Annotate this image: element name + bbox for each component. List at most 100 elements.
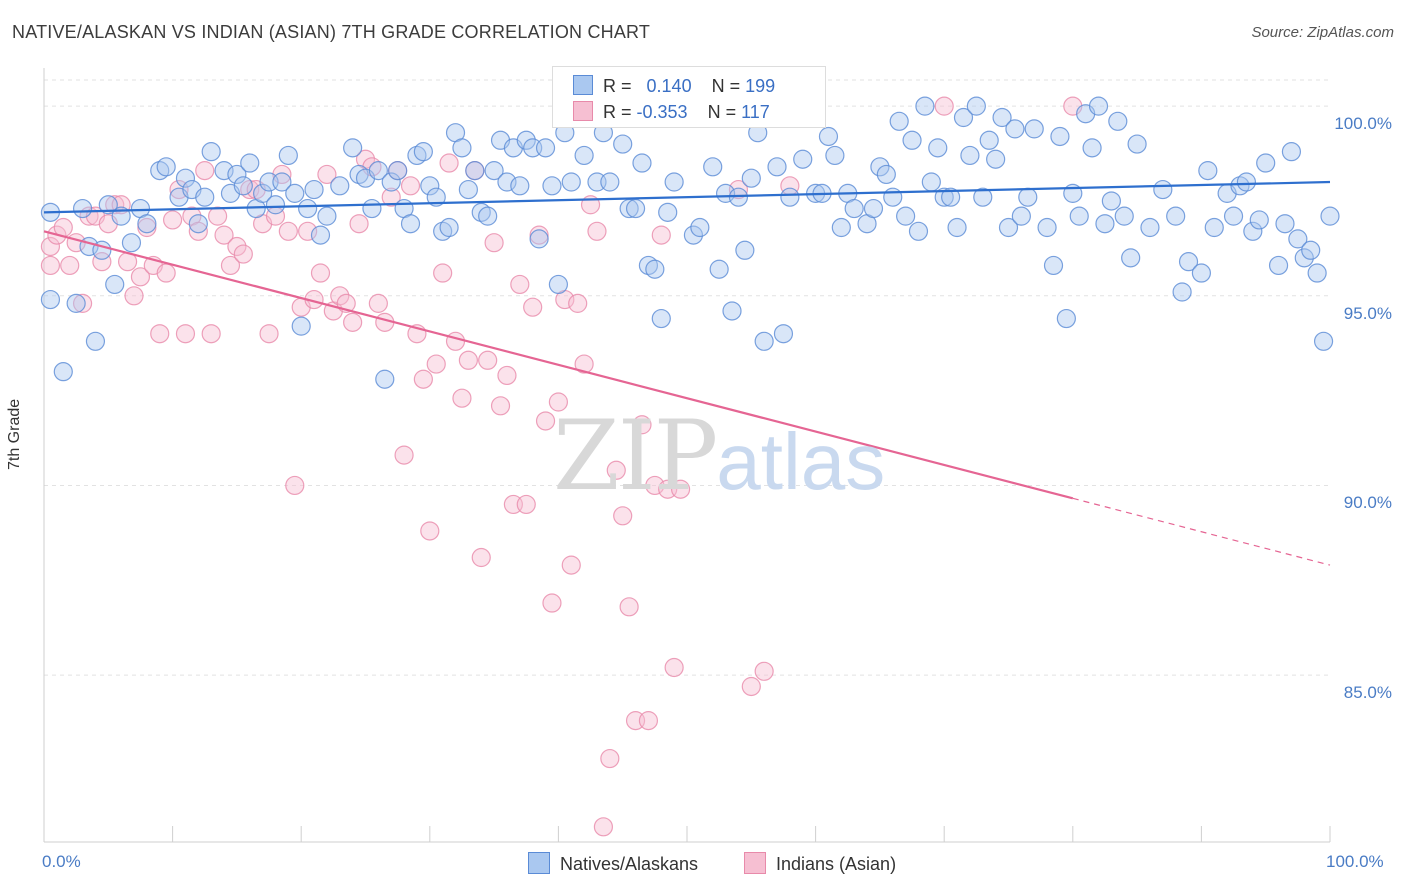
indians-point (163, 210, 183, 230)
indians-point (484, 233, 504, 253)
natives-point (928, 138, 948, 158)
natives-point (1178, 252, 1199, 272)
indians-point (227, 236, 247, 257)
legend-item-indians[interactable]: Indians (Asian) (744, 852, 896, 875)
axis-layer (43, 68, 1331, 843)
indians-point (471, 547, 491, 568)
natives-point (908, 221, 929, 241)
natives-swatch (573, 75, 593, 95)
indians-point (413, 369, 433, 389)
natives-point (330, 176, 350, 196)
natives-point (645, 259, 665, 279)
indians-point (343, 312, 363, 332)
indians-point (445, 331, 466, 351)
natives-point (966, 96, 986, 116)
natives-point (1249, 210, 1269, 230)
indians-point (72, 293, 93, 313)
r-label: R = (603, 102, 632, 122)
natives-point (1288, 229, 1308, 249)
natives-point (175, 168, 196, 188)
natives-point (195, 187, 215, 207)
indians-point (728, 179, 749, 200)
stats-row-natives: R = 0.140 N = 199 (573, 75, 775, 99)
natives-point (973, 187, 993, 207)
indians-point (60, 255, 80, 276)
indians-point (645, 475, 665, 496)
natives-point (941, 187, 961, 207)
indians-point (214, 225, 234, 245)
natives-point (458, 179, 478, 200)
natives-point (818, 126, 839, 147)
watermark-zip: ZIP (553, 400, 718, 512)
indians-point (400, 176, 421, 196)
natives-point (304, 179, 324, 200)
indians-point (561, 555, 581, 575)
indians-point (548, 392, 569, 412)
natives-point (375, 369, 395, 389)
natives-point (651, 308, 671, 329)
indians-swatch (573, 101, 593, 121)
indians-point (741, 676, 761, 697)
natives-point (1281, 142, 1302, 162)
natives-point (625, 198, 646, 219)
natives-point (876, 164, 896, 185)
natives-point (735, 240, 755, 260)
natives-point (362, 198, 382, 219)
indians-trend-line (43, 230, 1074, 500)
indians-point (593, 817, 614, 837)
r-label: R = (603, 76, 632, 96)
natives-point (381, 172, 401, 192)
natives-point (703, 157, 723, 177)
natives-point (1114, 206, 1134, 226)
natives-point (690, 217, 710, 238)
natives-point (214, 161, 234, 181)
natives-point (535, 138, 556, 158)
natives-point (1069, 206, 1089, 226)
natives-point (253, 183, 273, 203)
natives-point (883, 187, 903, 207)
natives-point (683, 225, 704, 245)
natives-point (831, 217, 851, 238)
natives-point (510, 176, 530, 196)
indians-point (478, 350, 498, 370)
natives-point (201, 142, 221, 162)
natives-point (844, 198, 864, 219)
indians-point (150, 324, 170, 344)
indians-point (632, 415, 652, 435)
natives-point (754, 331, 774, 351)
natives-point (1236, 172, 1257, 192)
indians-point (670, 479, 691, 499)
natives-point (947, 217, 967, 238)
natives-point (896, 206, 916, 226)
natives-point (452, 138, 472, 158)
indians-point (130, 267, 151, 287)
natives-point (1088, 96, 1109, 116)
indians-point (433, 263, 453, 283)
natives-point (1082, 138, 1102, 158)
legend-indians-swatch (744, 852, 766, 874)
natives-point (1140, 217, 1160, 238)
indians-trend-line-extrapolated (1072, 497, 1331, 566)
natives-point (574, 145, 594, 166)
natives-point (870, 157, 890, 177)
natives-point (613, 134, 633, 154)
natives-point (773, 324, 794, 344)
natives-point (889, 111, 909, 131)
natives-point (1121, 248, 1141, 268)
natives-n-value: 199 (745, 76, 776, 96)
natives-point (1043, 255, 1064, 276)
indians-point (664, 657, 684, 678)
natives-point (542, 176, 562, 196)
natives-point (1294, 248, 1314, 268)
indians-point (516, 494, 536, 515)
natives-point (298, 198, 318, 219)
natives-point (722, 301, 742, 321)
indians-point (651, 225, 671, 245)
legend-item-natives[interactable]: Natives/Alaskans (528, 852, 698, 875)
natives-point (1018, 187, 1038, 207)
natives-point (285, 183, 305, 203)
natives-point (1024, 119, 1044, 139)
indians-point (490, 396, 511, 416)
chart-source: Source: ZipAtlas.com (1251, 24, 1394, 41)
natives-point (1301, 240, 1321, 260)
